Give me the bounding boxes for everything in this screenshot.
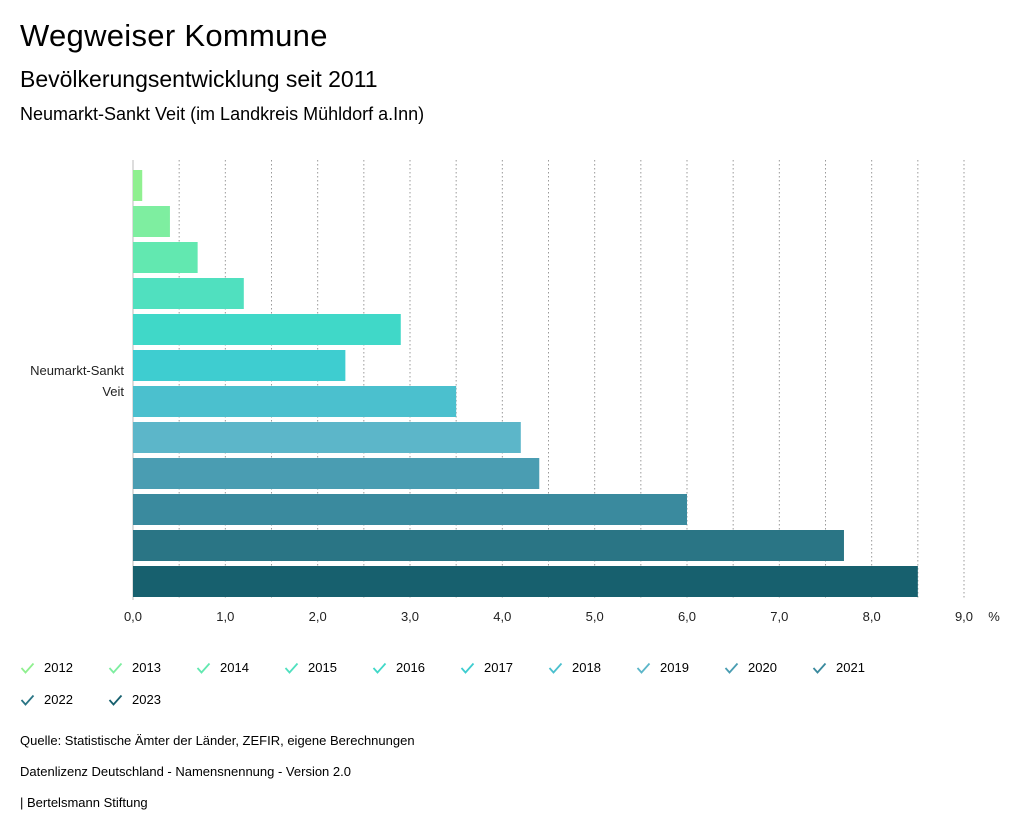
x-tick-label: 7,0 (770, 609, 788, 624)
legend-label: 2015 (308, 660, 337, 675)
x-tick-label: 0,0 (124, 609, 142, 624)
legend-item-2022[interactable]: 2022 (20, 692, 73, 707)
bar-2019 (133, 422, 521, 453)
legend-item-2013[interactable]: 2013 (108, 660, 161, 675)
bar-2021 (133, 494, 687, 525)
legend-label: 2018 (572, 660, 601, 675)
legend-item-2016[interactable]: 2016 (372, 660, 425, 675)
legend-label: 2020 (748, 660, 777, 675)
publisher-note: | Bertelsmann Stiftung (20, 795, 148, 810)
page-title: Wegweiser Kommune (20, 18, 328, 53)
check-icon (108, 694, 123, 706)
legend-label: 2013 (132, 660, 161, 675)
legend-item-2015[interactable]: 2015 (284, 660, 337, 675)
check-icon (108, 662, 123, 674)
source-note: Quelle: Statistische Ämter der Länder, Z… (20, 733, 415, 748)
bar-chart: 0,0 1,0 2,0 3,0 4,0 5,0 6,0 7,0 8,0 9,0 % Neumarkt-… (30, 160, 1000, 624)
legend-item-2012[interactable]: 2012 (20, 660, 73, 675)
bar-2015 (133, 278, 244, 309)
legend-label: 2017 (484, 660, 513, 675)
check-icon (20, 662, 35, 674)
chart-subtitle: Bevölkerungsentwicklung seit 2011 (20, 66, 378, 92)
legend-label: 2022 (44, 692, 73, 707)
check-icon (636, 662, 651, 674)
bar-2013 (133, 206, 170, 237)
legend-item-2017[interactable]: 2017 (460, 660, 513, 675)
x-tick-label: 9,0 (955, 609, 973, 624)
bar-2014 (133, 242, 198, 273)
x-tick-label: 8,0 (863, 609, 881, 624)
legend-item-2014[interactable]: 2014 (196, 660, 249, 675)
legend-item-2023[interactable]: 2023 (108, 692, 161, 707)
check-icon (724, 662, 739, 674)
license-note: Datenlizenz Deutschland - Namensnennung … (20, 764, 351, 779)
legend-item-2021[interactable]: 2021 (812, 660, 865, 675)
legend-label: 2012 (44, 660, 73, 675)
legend-label: 2021 (836, 660, 865, 675)
check-icon (20, 694, 35, 706)
legend-label: 2014 (220, 660, 249, 675)
legend-label: 2023 (132, 692, 161, 707)
x-tick-label: 4,0 (493, 609, 511, 624)
legend-item-2020[interactable]: 2020 (724, 660, 777, 675)
category-label: Neumarkt-Sankt (30, 363, 124, 378)
x-tick-label: 3,0 (401, 609, 419, 624)
check-icon (460, 662, 475, 674)
bar-2020 (133, 458, 540, 489)
legend-item-2019[interactable]: 2019 (636, 660, 689, 675)
check-icon (812, 662, 827, 674)
bar-2022 (133, 530, 844, 561)
x-tick-label: 2,0 (309, 609, 327, 624)
category-label: Veit (102, 384, 124, 399)
check-icon (548, 662, 563, 674)
bar-2018 (133, 386, 457, 417)
x-axis-unit: % (988, 609, 1000, 624)
check-icon (196, 662, 211, 674)
bar-2016 (133, 314, 401, 345)
legend-item-2018[interactable]: 2018 (548, 660, 601, 675)
bar-2012 (133, 170, 143, 201)
x-tick-label: 6,0 (678, 609, 696, 624)
check-icon (372, 662, 387, 674)
legend-label: 2016 (396, 660, 425, 675)
bar-2023 (133, 566, 918, 597)
region-label: Neumarkt-Sankt Veit (im Landkreis Mühldo… (20, 104, 425, 124)
legend-label: 2019 (660, 660, 689, 675)
x-tick-label: 1,0 (216, 609, 234, 624)
bar-2017 (133, 350, 346, 381)
check-icon (284, 662, 299, 674)
x-tick-label: 5,0 (586, 609, 604, 624)
